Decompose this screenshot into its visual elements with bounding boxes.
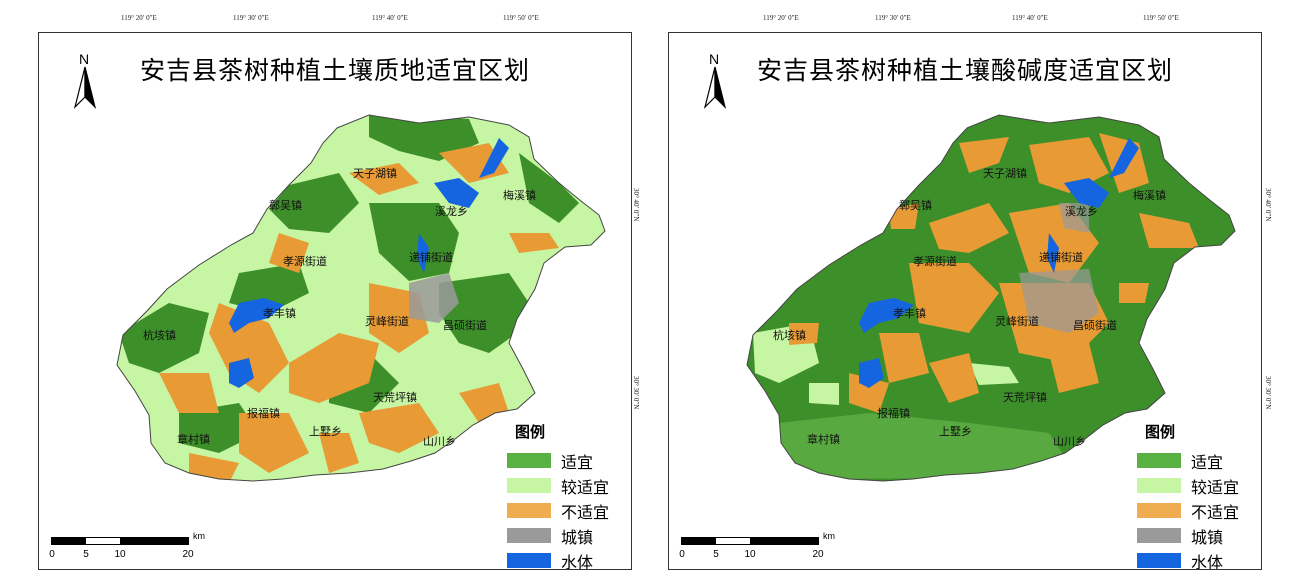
map-title: 安吉县茶树种植土壤酸碱度适宜区划 [756, 56, 1173, 85]
place-xiaofeng: 孝丰镇 [263, 306, 296, 320]
scale-tick: 5 [713, 549, 719, 560]
place-meixi: 梅溪镇 [1133, 188, 1166, 202]
scale-tick: 0 [49, 549, 55, 560]
place-zhangwu: 鄣吴镇 [269, 198, 302, 212]
place-xilong: 溪龙乡 [435, 205, 468, 218]
legend-item-water: 水体 [1137, 548, 1257, 570]
map-panel-ph: 天子湖镇 梅溪镇 鄣吴镇 溪龙乡 递铺街道 孝源街道 孝丰镇 灵峰街道 昌硕街道… [668, 32, 1262, 570]
legend-item-unsuitable: 不适宜 [507, 498, 627, 523]
place-hanggai: 杭垓镇 [143, 328, 176, 342]
place-xiaoyuan: 孝源街道 [913, 254, 957, 268]
legend-label: 城镇 [561, 527, 594, 547]
legend-label: 较适宜 [561, 477, 610, 497]
scale-tick: 10 [744, 549, 756, 560]
legend-label: 适宜 [561, 452, 594, 472]
place-hanggai: 杭垓镇 [773, 328, 806, 342]
place-zhangcun: 章村镇 [177, 432, 210, 446]
map-ph: 天子湖镇 梅溪镇 鄣吴镇 溪龙乡 递铺街道 孝源街道 孝丰镇 灵峰街道 昌硕街道… [746, 114, 1236, 482]
place-dipu: 递铺街道 [409, 250, 453, 264]
legend-item-unsuitable: 不适宜 [1137, 498, 1257, 523]
legend: 图例 适宜 较适宜 不适宜 城镇 水体 [507, 421, 627, 570]
legend-label: 城镇 [1191, 527, 1224, 547]
place-xiaoyuan: 孝源街道 [283, 254, 327, 268]
place-baofu: 报福镇 [877, 406, 910, 420]
place-shanchuan: 山川乡 [1053, 435, 1086, 448]
legend-label: 水体 [1191, 552, 1224, 570]
place-zhangwu: 鄣吴镇 [899, 198, 932, 212]
legend: 图例 适宜 较适宜 不适宜 城镇 水体 [1137, 421, 1257, 570]
scale-tick: 10 [114, 549, 126, 560]
place-shangshu: 上墅乡 [309, 425, 342, 438]
coord-top-4: 119° 50′ 0″E [503, 14, 539, 22]
place-dipu: 递铺街道 [1039, 250, 1083, 264]
place-baofu: 报福镇 [247, 406, 280, 420]
legend-label: 适宜 [1191, 452, 1224, 472]
legend-item-urban: 城镇 [1137, 523, 1257, 548]
place-meixi: 梅溪镇 [503, 188, 536, 202]
scale-unit: km [193, 531, 205, 541]
legend-item-water: 水体 [507, 548, 627, 570]
coord-side-2: 30° 30′ 0″N [632, 376, 640, 410]
coord-side-3: 30° 40′ 0″N [1264, 188, 1272, 222]
place-xilong: 溪龙乡 [1065, 205, 1098, 218]
scale-tick: 5 [83, 549, 89, 560]
scale-tick: 20 [182, 549, 194, 560]
coord-top-1: 119° 20′ 0″E [121, 14, 157, 22]
legend-title: 图例 [1145, 423, 1176, 441]
north-label: N [709, 51, 720, 67]
legend-item-suitable: 适宜 [507, 448, 627, 473]
legend-item-moderate: 较适宜 [507, 473, 627, 498]
place-tianzihu: 天子湖镇 [353, 166, 397, 180]
scale-bar: km 0 5 10 20 [49, 531, 205, 560]
place-shanchuan: 山川乡 [423, 435, 456, 448]
north-label: N [79, 51, 90, 67]
place-tianhuangping: 天荒坪镇 [373, 390, 417, 404]
place-tianzihu: 天子湖镇 [983, 166, 1027, 180]
place-lingfeng: 灵峰街道 [995, 314, 1039, 328]
legend-label: 水体 [561, 552, 594, 570]
coord-top-7: 119° 40′ 0″E [1012, 14, 1048, 22]
place-tianhuangping: 天荒坪镇 [1003, 390, 1047, 404]
coord-side-4: 30° 30′ 0″N [1264, 376, 1272, 410]
place-shangshu: 上墅乡 [939, 425, 972, 438]
scale-tick: 20 [812, 549, 824, 560]
scale-unit: km [823, 531, 835, 541]
coord-top-2: 119° 30′ 0″E [233, 14, 269, 22]
north-arrow-icon [73, 66, 97, 109]
north-arrow: N [703, 51, 733, 109]
legend-item-urban: 城镇 [507, 523, 627, 548]
legend-label: 不适宜 [1191, 502, 1240, 522]
north-arrow: N [73, 51, 103, 109]
map-texture: 天子湖镇 梅溪镇 鄣吴镇 溪龙乡 递铺街道 孝源街道 孝丰镇 灵峰街道 昌硕街道… [116, 114, 606, 482]
coord-top-5: 119° 20′ 0″E [763, 14, 799, 22]
legend-item-moderate: 较适宜 [1137, 473, 1257, 498]
north-arrow-icon [703, 66, 727, 109]
place-changshuo: 昌硕街道 [1073, 318, 1117, 332]
coord-side-1: 30° 40′ 0″N [632, 188, 640, 222]
coord-top-6: 119° 30′ 0″E [875, 14, 911, 22]
coord-top-3: 119° 40′ 0″E [372, 14, 408, 22]
scale-tick: 0 [679, 549, 685, 560]
legend-item-suitable: 适宜 [1137, 448, 1257, 473]
legend-label: 不适宜 [561, 502, 610, 522]
place-zhangcun: 章村镇 [807, 432, 840, 446]
place-xiaofeng: 孝丰镇 [893, 306, 926, 320]
coord-top-8: 119° 50′ 0″E [1143, 14, 1179, 22]
legend-label: 较适宜 [1191, 477, 1240, 497]
place-lingfeng: 灵峰街道 [365, 314, 409, 328]
map-title: 安吉县茶树种植土壤质地适宜区划 [139, 56, 530, 85]
map-panel-texture: 天子湖镇 梅溪镇 鄣吴镇 溪龙乡 递铺街道 孝源街道 孝丰镇 灵峰街道 昌硕街道… [38, 32, 632, 570]
legend-title: 图例 [515, 423, 546, 441]
scale-bar: km 0 5 10 20 [679, 531, 835, 560]
place-changshuo: 昌硕街道 [443, 318, 487, 332]
